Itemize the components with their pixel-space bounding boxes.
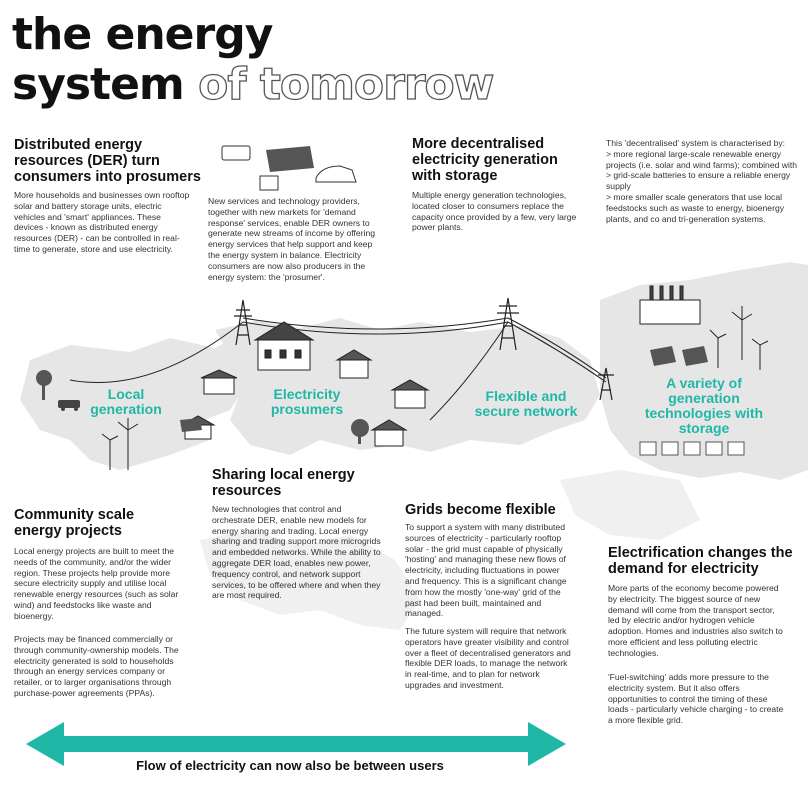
der-heading: Distributed energy resources (DER) turn … [14, 137, 201, 185]
sharing-heading: Sharing local energy resources [212, 467, 355, 499]
solar-panel-icon [180, 146, 708, 432]
wind-turbine-icon [101, 306, 769, 470]
decentral-body: Multiple energy generation technologies,… [412, 190, 577, 233]
electrification-heading: Electrification changes the demand for e… [608, 545, 793, 577]
map-region-right [600, 262, 808, 480]
electric-car-icon [58, 400, 80, 411]
flow-arrow [26, 722, 566, 766]
community-body-1: Local energy projects are built to meet … [14, 546, 179, 621]
battery-icon [639, 441, 745, 456]
map-region-lower [200, 530, 420, 630]
transmission-tower-icon [234, 297, 614, 401]
label-flexible-network: Flexible and secure network [474, 388, 578, 419]
der-body: More households and businesses own rooft… [14, 190, 190, 254]
electric-car-icon [315, 165, 357, 183]
label-local-generation: Local generation [90, 386, 162, 417]
page-title-line1: the energy [12, 9, 273, 60]
label-variety-generation: A variety of generation technologies wit… [644, 375, 764, 436]
electrification-body-1: More parts of the economy become powered… [608, 583, 783, 658]
characterised-body: This 'decentralised' system is character… [606, 138, 798, 224]
decentral-heading: More decentralised electricity generatio… [412, 136, 558, 184]
tree-icon [36, 370, 369, 444]
grids-body-2: The future system will require that netw… [405, 626, 571, 690]
grids-heading: Grids become flexible [405, 502, 556, 518]
page-title-line2: system of tomorrow [12, 59, 495, 110]
power-lines [69, 317, 607, 421]
label-electricity-prosumers: Electricity prosumers [270, 386, 344, 417]
map-region-lower-right [560, 470, 700, 540]
community-heading: Community scale energy projects [14, 507, 135, 539]
factory-icon [639, 285, 701, 325]
flow-caption: Flow of electricity can now also be betw… [136, 758, 444, 773]
services-body: New services and technology providers, t… [208, 196, 376, 282]
page-title-outline: of tomorrow [197, 59, 495, 110]
electrification-body-2: 'Fuel-switching' adds more pressure to t… [608, 672, 784, 726]
community-body-2: Projects may be financed commercially or… [14, 634, 179, 698]
air-conditioner-icon [221, 145, 251, 161]
sharing-body: New technologies that control and orches… [212, 504, 381, 601]
page-title-bold: system [12, 59, 185, 110]
battery-icon [259, 175, 279, 191]
grids-body-1: To support a system with many distribute… [405, 522, 567, 619]
